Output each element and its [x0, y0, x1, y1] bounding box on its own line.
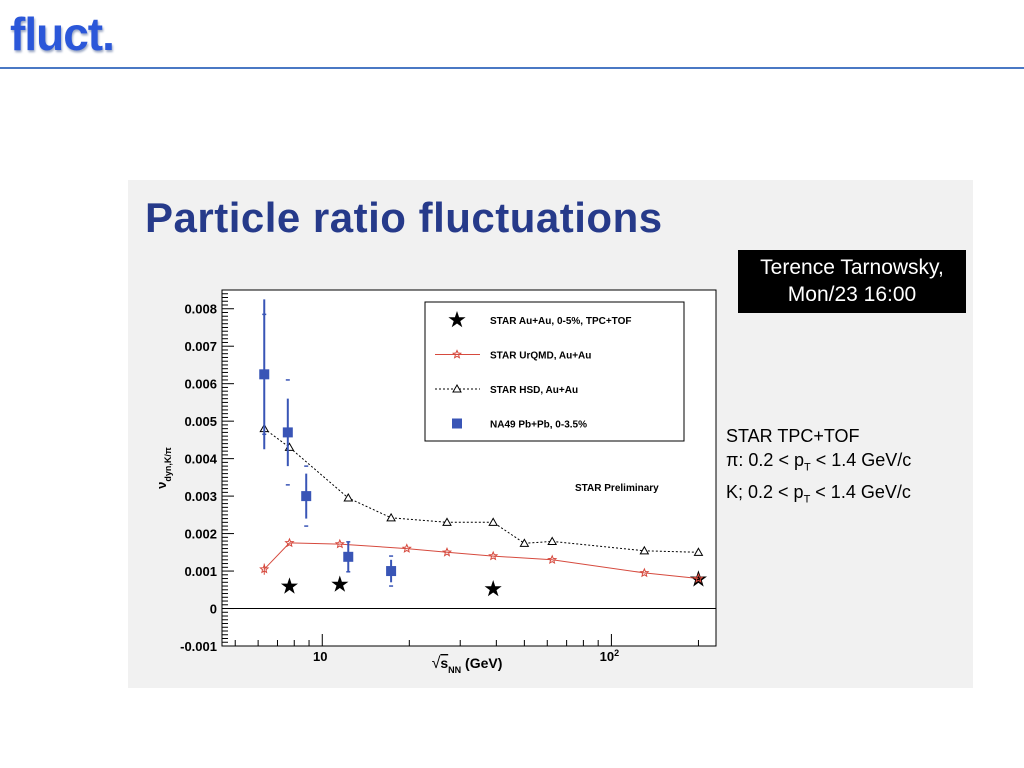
data-point	[259, 563, 270, 574]
y-tick-label: 0.004	[184, 452, 217, 467]
series-0	[280, 570, 707, 597]
data-point	[639, 567, 650, 578]
x-tick-label: 10	[313, 649, 327, 664]
data-point	[488, 517, 499, 526]
data-point	[441, 547, 453, 557]
slide-title: fluct.	[10, 8, 115, 60]
legend-box	[424, 301, 685, 442]
y-tick-label: 0	[210, 602, 217, 617]
legend-marker	[452, 383, 462, 393]
y-tick-label: -0.001	[180, 639, 217, 654]
condition-detector: STAR TPC+TOF	[726, 426, 860, 446]
speaker-name: Terence Tarnowsky,	[760, 256, 944, 279]
y-tick-label: 0.005	[184, 414, 217, 429]
legend-label: STAR UrQMD, Au+Au	[490, 351, 591, 362]
data-point	[442, 517, 452, 526]
data-point	[488, 550, 499, 561]
y-tick-label: 0.007	[184, 339, 217, 354]
legend-marker	[452, 418, 462, 429]
data-point	[547, 536, 558, 545]
series-line	[263, 542, 699, 579]
legend-marker	[452, 349, 462, 359]
legend-label: STAR Au+Au, 0-5%, TPC+TOF	[490, 316, 632, 327]
data-point	[259, 369, 270, 380]
x-axis-label: √sNN (GeV)	[432, 655, 503, 675]
data-point	[284, 537, 295, 548]
data-point	[519, 538, 530, 547]
data-point	[693, 547, 704, 556]
data-point	[386, 566, 397, 577]
data-point	[689, 570, 707, 587]
data-point	[547, 554, 558, 565]
data-point	[301, 491, 312, 502]
chart-annotation: STAR Preliminary	[575, 483, 659, 494]
data-point	[484, 580, 502, 597]
y-tick-label: 0.008	[184, 302, 217, 317]
analysis-conditions: STAR TPC+TOF π: 0.2 < pT < 1.4 GeV/c K; …	[726, 424, 911, 511]
legend-marker	[448, 311, 466, 328]
embedded-slide-title: Particle ratio fluctuations	[145, 194, 663, 241]
data-point	[401, 543, 412, 553]
series-3	[259, 299, 397, 587]
y-axis-label: νdyn,K/π	[154, 447, 173, 489]
data-point	[386, 512, 396, 522]
talk-time: Mon/23 16:00	[787, 283, 917, 306]
speaker-box: Terence Tarnowsky, Mon/23 16:00	[738, 250, 966, 313]
x-tick-label: 102	[600, 648, 619, 664]
y-tick-label: 0.001	[184, 564, 217, 579]
data-point	[280, 577, 298, 594]
data-point	[282, 427, 293, 438]
condition-kaon-pt: K; 0.2 < pT < 1.4 GeV/c	[726, 481, 911, 506]
data-point	[693, 573, 704, 583]
series-1	[259, 537, 704, 583]
condition-pion-pt: π: 0.2 < pT < 1.4 GeV/c	[726, 450, 912, 474]
legend-label: NA49 Pb+Pb, 0-3.5%	[490, 420, 587, 431]
legend: STAR Au+Au, 0-5%, TPC+TOF STAR UrQMD, Au+…	[424, 301, 685, 442]
data-point	[343, 551, 354, 562]
data-point	[334, 538, 345, 549]
y-tick-label: 0.002	[184, 527, 217, 542]
y-tick-label: 0.003	[184, 489, 217, 504]
title-divider	[0, 67, 1024, 69]
data-point	[331, 575, 349, 592]
data-point	[639, 545, 650, 555]
legend-label: STAR HSD, Au+Au	[490, 385, 578, 396]
y-tick-label: 0.006	[184, 377, 217, 392]
data-point	[343, 492, 354, 502]
